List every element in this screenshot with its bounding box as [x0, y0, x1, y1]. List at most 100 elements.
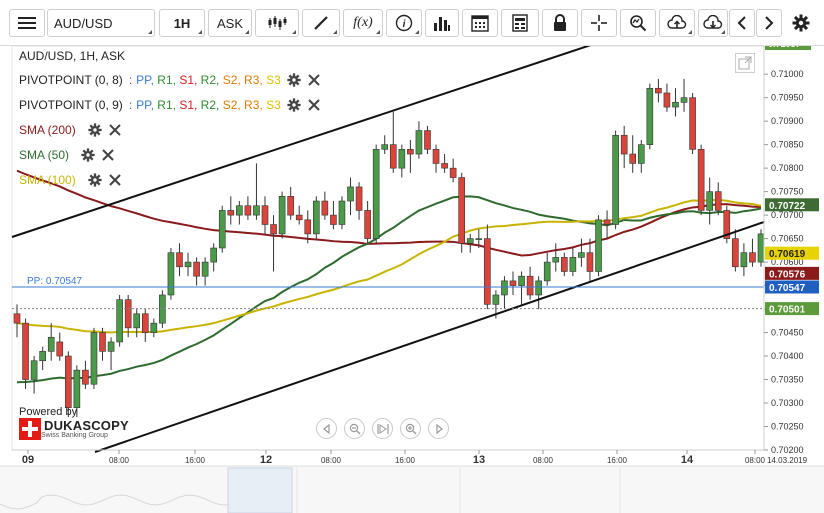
price-badge [765, 266, 819, 280]
calendar-button[interactable] [462, 9, 498, 37]
draw-tool-button[interactable] [302, 9, 340, 37]
dropdown-corner-icon [198, 30, 202, 34]
report-button[interactable] [501, 9, 539, 37]
zoom-out-button[interactable] [344, 418, 365, 439]
pivot-level-s3: S3 [266, 73, 281, 87]
legend-pivot-2: PIVOTPOINT (0, 9) : PP, R1, S1, R2, S2, … [19, 98, 321, 112]
price-type-selector[interactable]: ASK [208, 9, 252, 37]
volume-button[interactable] [425, 9, 459, 37]
pivot-level-r1: R1, [157, 73, 180, 87]
candle [749, 238, 756, 267]
pivot-pp-label: PP: 0.70547 [27, 276, 82, 287]
candle-body [210, 247, 217, 263]
candle [99, 327, 106, 361]
candle-body [407, 149, 414, 155]
dropdown-corner-icon [148, 30, 152, 34]
candle-body [484, 238, 491, 305]
candle [73, 365, 81, 418]
candle [82, 360, 89, 389]
candle-body [364, 210, 371, 239]
pivot-level-s2: S2, [222, 73, 245, 87]
upload-button[interactable] [659, 9, 695, 37]
indicators-button[interactable]: f(x) [343, 9, 383, 37]
candle [347, 177, 354, 216]
candle [680, 78, 688, 112]
candle-body [381, 144, 389, 150]
price-chart[interactable]: PP: 0.70547 0.71000 0.70950 0.70900 0.70850… [0, 46, 824, 513]
symbol-selector[interactable]: AUD/USD [47, 9, 155, 37]
dropdown-corner-icon [376, 30, 380, 34]
fit-icon [376, 423, 389, 434]
sma-50-label: SMA (50) [19, 148, 70, 162]
candle [484, 224, 491, 310]
price-badge-text: 0.70722 [769, 201, 806, 212]
candle [295, 205, 303, 225]
close-icon[interactable] [101, 148, 115, 162]
candle [107, 337, 115, 371]
info-button[interactable]: i [386, 9, 422, 37]
pivot-level-r1: R1, [157, 98, 180, 112]
scroll-left-button[interactable] [316, 418, 337, 439]
dropdown-corner-icon [415, 30, 419, 34]
candle-body [449, 167, 457, 178]
candle [124, 294, 132, 338]
fit-chart-button[interactable] [372, 418, 393, 439]
sma-200-label: SMA (200) [19, 123, 76, 137]
timeframe-selector[interactable]: 1H [159, 9, 205, 37]
gear-icon[interactable] [88, 173, 102, 187]
candle-body [509, 280, 517, 286]
chart-overlay: PP: 0.70547 [11, 46, 765, 453]
close-icon[interactable] [108, 123, 122, 137]
channel-lower-line [94, 221, 765, 453]
price-badge-text: 0.70501 [769, 305, 806, 316]
candle-body [749, 252, 756, 263]
volume-bars-icon [434, 17, 450, 31]
download-button[interactable] [698, 9, 728, 37]
time-tick-label: 09 [22, 454, 34, 466]
prev-button[interactable] [729, 9, 755, 37]
crosshair-icon [591, 15, 607, 31]
price-tick-label: 0.70700 [771, 210, 804, 220]
next-button[interactable] [756, 9, 782, 37]
close-icon[interactable] [108, 173, 122, 187]
time-tick-label: 14 [681, 454, 694, 466]
gear-icon[interactable] [88, 123, 102, 137]
candle-body [253, 205, 260, 216]
candle [449, 158, 457, 183]
candle [424, 125, 431, 155]
close-icon[interactable] [307, 73, 321, 87]
candle-body [372, 149, 380, 239]
candle-body [218, 210, 226, 249]
lock-button[interactable] [542, 9, 578, 37]
candle-body [201, 261, 209, 277]
price-badge-text: 0.70576 [769, 269, 806, 280]
time-tick-label: 08:00 [533, 456, 554, 465]
gear-icon[interactable] [287, 73, 301, 87]
gear-icon[interactable] [81, 148, 95, 162]
chart-type-button[interactable] [255, 9, 299, 37]
settings-button[interactable] [786, 9, 816, 37]
candle-body [338, 200, 346, 225]
dropdown-corner-icon [721, 30, 725, 34]
candle [218, 205, 226, 253]
close-icon[interactable] [307, 98, 321, 112]
zoom-button[interactable] [620, 9, 656, 37]
zoom-in-button[interactable] [400, 418, 421, 439]
candle-body [176, 252, 183, 268]
pivot-level-r2: R2, [200, 98, 223, 112]
pivot-name: PIVOTPOINT (0, 8) [19, 73, 123, 87]
time-tick-label: 16:00 [395, 456, 416, 465]
scroll-right-button[interactable] [428, 418, 449, 439]
candle [227, 196, 235, 225]
candle [22, 318, 29, 389]
candle [193, 257, 200, 286]
pivot-levels: PP, R1, S1, R2, S2, R3, S3 [136, 73, 281, 87]
menu-button[interactable] [9, 9, 45, 37]
candle [586, 238, 594, 281]
candle-body [39, 351, 46, 362]
candle-body [347, 186, 354, 202]
gear-icon[interactable] [287, 98, 301, 112]
crosshair-button[interactable] [581, 9, 617, 37]
expand-chart-button[interactable] [735, 53, 755, 73]
candle [595, 215, 602, 277]
